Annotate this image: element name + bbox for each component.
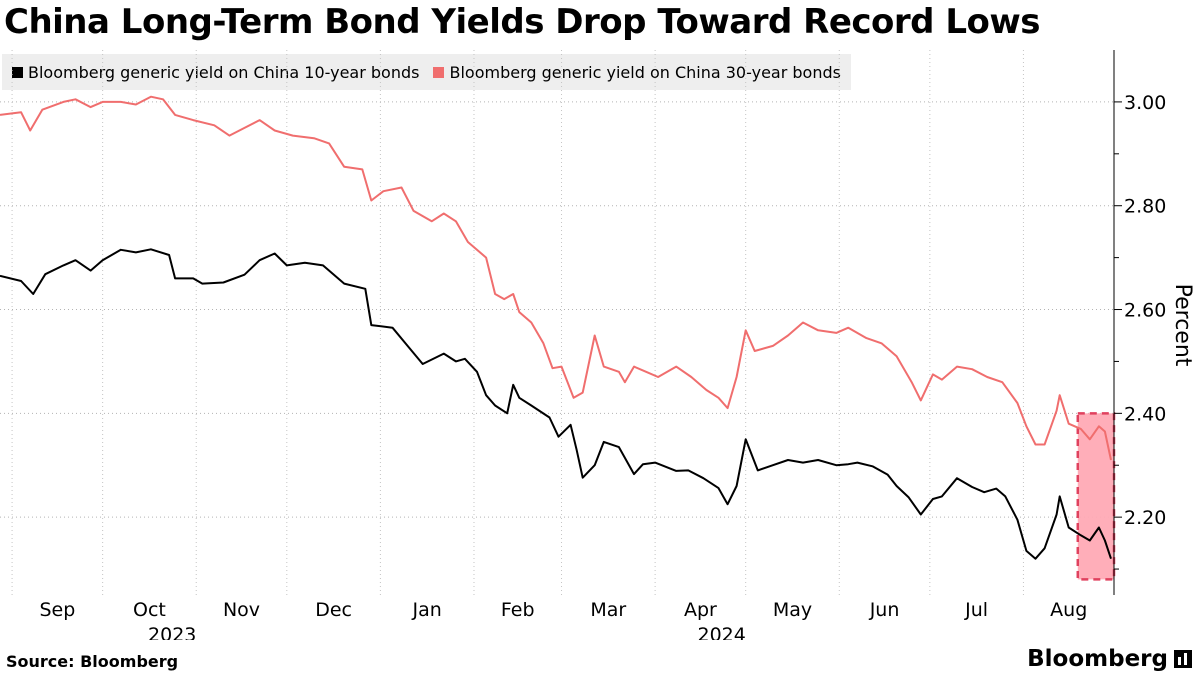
x-tick-label: May [773,599,812,621]
x-tick-label: Apr [684,599,717,621]
legend-swatch-10y [12,66,23,78]
legend-label-10y: Bloomberg generic yield on China 10-year… [28,62,420,82]
legend-swatch-30y [433,66,445,78]
legend-item-30y: Bloomberg generic yield on China 30-year… [433,62,841,82]
x-year-label: 2023 [148,624,196,640]
y-axis-ticks: 2.20 2.40 2.60 2.80 3.00 [1114,92,1166,570]
x-tick-label: Oct [133,599,166,621]
series-line-10y [0,248,1112,560]
y-tick-label: 2.20 [1124,507,1166,529]
x-tick-label: Jul [964,599,988,621]
brand-wordmark: Bloomberg [1027,646,1168,672]
x-tick-label: Sep [39,599,75,621]
legend-label-30y: Bloomberg generic yield on China 30-year… [449,62,841,82]
y-tick-label: 2.60 [1124,300,1166,322]
series-line-30y [0,95,1112,461]
x-year-label: 2024 [698,624,746,640]
chart-title: China Long-Term Bond Yields Drop Toward … [4,2,1041,42]
legend-item-10y: Bloomberg generic yield on China 10-year… [12,63,419,82]
x-tick-label: Jan [412,599,442,621]
source-note: Source: Bloomberg [6,652,179,671]
chart-series [0,95,1112,560]
x-tick-label: Dec [315,599,352,621]
y-tick-label: 3.00 [1124,92,1166,114]
x-tick-label: Aug [1050,599,1087,621]
x-tick-label: Mar [590,599,626,621]
x-axis-ticks: Sep Oct Nov Dec Jan Feb Mar Apr May Jun Jul Aug 2023… [39,599,1087,640]
brand-logo: Bloomberg [1027,646,1192,672]
y-tick-label: 2.40 [1124,403,1166,425]
line-chart: 2.20 2.40 2.60 2.80 3.00 Sep Oct Nov Dec Jan Feb M… [0,50,1195,640]
chart-grid [0,50,1114,595]
x-tick-label: Jun [869,599,900,621]
y-tick-label: 2.80 [1124,196,1166,218]
x-tick-label: Feb [501,599,535,621]
y-axis-label: Percent [1170,284,1195,367]
chart-legend: Bloomberg generic yield on China 10-year… [2,54,851,90]
bloomberg-chart-icon [1174,650,1192,668]
x-tick-label: Nov [223,599,260,621]
